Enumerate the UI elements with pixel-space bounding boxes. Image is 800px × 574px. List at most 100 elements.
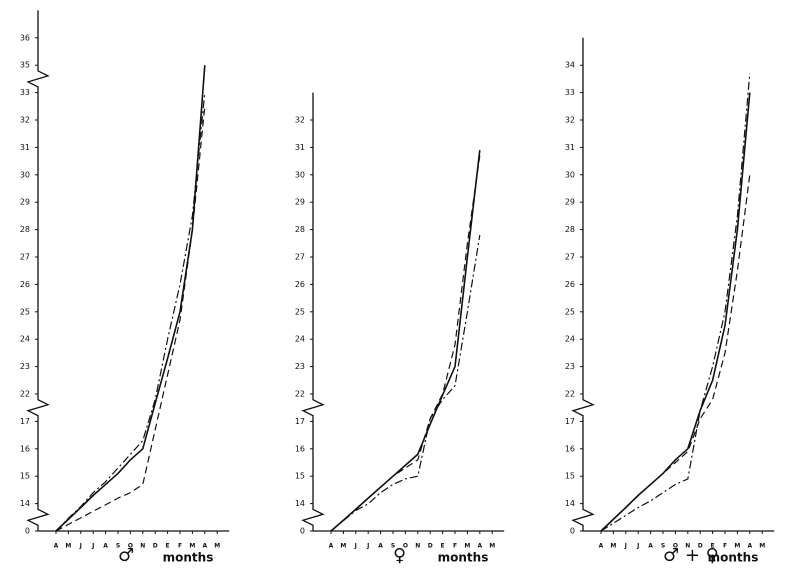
x-tick-label: N	[140, 543, 145, 550]
x-tick-label: N	[685, 543, 690, 550]
y-tick-label: 32	[565, 116, 575, 125]
sex-symbol: ♂	[118, 545, 134, 566]
x-tick-label: A	[202, 543, 207, 550]
y-tick-label: 34	[565, 61, 575, 70]
x-tick-label: A	[648, 543, 653, 550]
x-tick-label: A	[378, 543, 383, 550]
y-tick-label: 23	[295, 362, 305, 371]
y-tick-label: 22	[295, 390, 305, 399]
x-tick-label: M	[759, 543, 765, 550]
x-tick-label: E	[166, 543, 170, 550]
y-tick-label: 17	[565, 417, 575, 426]
y-tick-label: 24	[20, 335, 30, 344]
y-tick-label: 31	[20, 143, 30, 152]
y-tick-label: 28	[20, 225, 30, 234]
y-tick-label: 32	[20, 116, 30, 125]
series-line	[330, 155, 481, 532]
y-tick-label: 27	[295, 253, 305, 262]
x-tick-label: M	[734, 543, 740, 550]
x-tick-label: F	[178, 543, 182, 550]
y-tick-label: 26	[20, 280, 30, 289]
y-tick-label: 17	[20, 417, 30, 426]
x-tick-label: A	[747, 543, 752, 550]
x-tick-label: O	[673, 543, 678, 550]
y-tick-label: 30	[20, 170, 30, 179]
y-tick-label: 35	[20, 61, 30, 70]
x-tick-label: D	[153, 543, 158, 550]
y-tick-label: 14	[295, 499, 305, 508]
x-tick-label: M	[65, 543, 71, 550]
y-tick-label: 29	[565, 198, 575, 207]
series-line	[55, 92, 206, 532]
y-tick-label: 33	[20, 88, 30, 97]
y-tick-label: 36	[20, 33, 30, 42]
sex-symbol: ♀	[393, 545, 406, 566]
series-line	[330, 234, 481, 532]
y-tick-label: 25	[295, 307, 305, 316]
y-axis	[301, 92, 325, 531]
y-tick-label: 25	[20, 307, 30, 316]
x-tick-label: M	[189, 543, 195, 550]
y-tick-label: 29	[295, 198, 305, 207]
y-tick-label: 16	[295, 444, 305, 453]
x-axis-label: months	[438, 551, 489, 565]
x-tick-label: F	[723, 543, 727, 550]
x-tick-label: A	[103, 543, 108, 550]
x-tick-label: A	[54, 543, 59, 550]
y-tick-label: 31	[295, 143, 305, 152]
x-tick-label: A	[599, 543, 604, 550]
x-tick-label: J	[366, 543, 369, 550]
x-tick-label: O	[403, 543, 408, 550]
series-line	[55, 106, 206, 532]
x-tick-label: M	[464, 543, 470, 550]
y-axis	[571, 37, 595, 531]
y-tick-label: 17	[295, 417, 305, 426]
series-line	[55, 65, 206, 532]
y-tick-label: 26	[565, 280, 575, 289]
y-tick-label: 28	[295, 225, 305, 234]
y-tick-label: 14	[20, 499, 30, 508]
x-tick-label: J	[91, 543, 94, 550]
y-tick-label: 30	[295, 170, 305, 179]
y-tick-label: 26	[295, 280, 305, 289]
x-tick-label: F	[453, 543, 457, 550]
y-tick-label: 29	[20, 198, 30, 207]
y-tick-label: 15	[295, 472, 305, 481]
x-tick-label: A	[329, 543, 334, 550]
x-tick-label: N	[415, 543, 420, 550]
x-tick-label: A	[477, 543, 482, 550]
series-line	[600, 92, 751, 532]
series-line	[600, 73, 751, 532]
x-tick-label: M	[214, 543, 220, 550]
y-tick-label: 0	[25, 527, 30, 536]
x-tick-label: D	[698, 543, 703, 550]
y-tick-label: 24	[565, 335, 575, 344]
y-tick-label: 25	[565, 307, 575, 316]
y-tick-label: 15	[565, 472, 575, 481]
y-tick-label: 16	[565, 444, 575, 453]
x-axis-label: months	[708, 551, 759, 565]
x-tick-label: D	[428, 543, 433, 550]
y-tick-label: 31	[565, 143, 575, 152]
y-tick-label: 27	[20, 253, 30, 262]
series-line	[330, 150, 481, 532]
x-tick-label: J	[79, 543, 82, 550]
x-tick-label: S	[116, 543, 120, 550]
y-tick-label: 0	[570, 527, 575, 536]
sex-symbol: ♂ + ♀	[663, 545, 719, 566]
x-tick-label: J	[624, 543, 627, 550]
y-tick-label: 14	[565, 499, 575, 508]
series-line	[600, 174, 751, 532]
y-tick-label: 15	[20, 472, 30, 481]
x-tick-label: O	[128, 543, 133, 550]
y-tick-label: 27	[565, 253, 575, 262]
y-tick-label: 16	[20, 444, 30, 453]
x-tick-label: M	[610, 543, 616, 550]
x-tick-label: E	[711, 543, 715, 550]
y-tick-label: 23	[565, 362, 575, 371]
x-axis-label: months	[163, 551, 214, 565]
y-tick-label: 30	[565, 170, 575, 179]
x-tick-label: M	[489, 543, 495, 550]
